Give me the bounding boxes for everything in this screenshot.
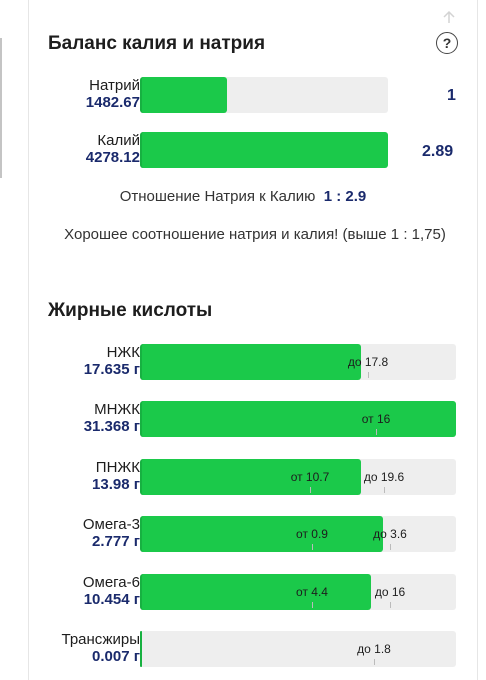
range-marker: до 19.6 [363,470,405,484]
bar-fill [140,401,456,437]
range-tick [374,659,375,665]
range-marker: до 3.6 [373,527,407,541]
ratio-value-sodium: 1 [447,87,456,104]
row-value: 0.007 г [92,648,140,665]
arrow-up-icon [443,10,455,23]
row-name: НЖК [106,344,140,361]
row-value: 13.98 г [92,476,140,493]
row-label-sodium: Натрий 1482.67 [20,77,140,111]
row-value: 1482.67 [85,94,140,111]
row-name: Омега-3 [82,516,140,533]
bar-track [140,631,456,667]
range-tick [376,429,377,435]
range-tick [312,602,313,608]
row-name: Трансжиры [61,631,141,648]
fatty-row-label: Трансжиры 0.007 г [20,631,141,665]
question-icon[interactable]: ? [436,32,458,54]
range-tick [390,602,391,608]
ratio-line: Отношение Натрия к Калию 1 : 2.9 [0,188,486,205]
fatty-row-label: Омега-3 2.777 г [20,516,140,550]
bar-fill-potassium [140,132,388,168]
range-tick [390,544,391,550]
section-title-sodium-potassium: Баланс калия и натрия [48,33,266,54]
range-marker: от 0.9 [296,527,328,541]
row-value: 17.635 г [83,361,140,378]
fatty-row-label: МНЖК 31.368 г [20,401,140,435]
bar-fill-sodium [140,77,227,113]
row-name: ПНЖК [95,459,140,476]
range-marker: от 16 [361,412,391,426]
bar-fill [140,574,371,610]
range-marker: от 4.4 [296,585,328,599]
bar-fill [140,344,362,380]
fatty-row-label: Омега-6 10.454 г [20,574,140,608]
range-marker: от 10.7 [290,470,330,484]
fatty-row-label: ПНЖК 13.98 г [20,459,140,493]
range-marker: до 1.8 [357,642,391,656]
bar-fill [140,516,384,552]
row-label-potassium: Калий 4278.12 [20,132,140,166]
nutrition-card [28,0,478,680]
range-marker: до 17.8 [347,355,389,369]
ratio-value-potassium: 2.89 [422,143,454,160]
ratio-text: 1 : 2.9 [323,188,367,205]
left-divider [0,38,2,178]
row-value: 2.777 г [92,533,140,550]
range-tick [310,487,311,493]
range-tick [384,487,385,493]
ratio-note: Хорошее соотношение натрия и калия! (выш… [64,226,446,243]
bar-fill [140,631,142,667]
row-name: Натрий [89,77,140,94]
fatty-row-label: НЖК 17.635 г [20,344,140,378]
row-value: 4278.12 [85,149,140,166]
range-tick [312,544,313,550]
row-name: Калий [97,132,140,149]
section-title-fatty-acids: Жирные кислоты [48,300,213,321]
range-tick [368,372,369,378]
row-name: МНЖК [94,401,140,418]
row-value: 31.368 г [83,418,140,435]
bar-fill [140,459,362,495]
row-name: Омега-6 [82,574,140,591]
range-marker: до 16 [374,585,406,599]
ratio-label: Отношение Натрия к Калию [119,188,316,205]
row-value: 10.454 г [83,591,140,608]
